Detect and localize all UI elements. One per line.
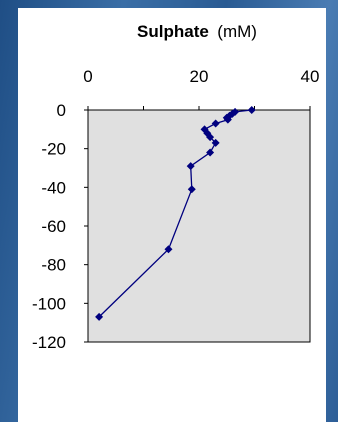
data-point: [187, 185, 196, 194]
y-tick-label: -80: [41, 256, 66, 275]
plot-area: [87, 109, 311, 343]
y-axis: 0 -20 -40 -60 -80 -100 -120: [32, 101, 88, 352]
y-tick-label: -40: [41, 178, 66, 197]
x-tick-label: 0: [83, 67, 92, 86]
data-point: [247, 106, 256, 114]
data-point: [211, 119, 220, 128]
data-point: [164, 245, 173, 254]
y-tick-label: 0: [57, 101, 66, 120]
x-tick-label: 40: [301, 67, 320, 86]
series-layer: [95, 106, 256, 321]
y-tick-label: -60: [41, 217, 66, 236]
chart-title-unit: (mM): [217, 22, 257, 41]
chart-title-main: Sulphate: [137, 22, 209, 41]
y-tick-label: -20: [41, 140, 66, 159]
data-point: [186, 162, 195, 171]
chart-title: Sulphate (mM): [137, 22, 257, 41]
data-point: [211, 138, 220, 147]
x-tick-label: 20: [190, 67, 209, 86]
data-point: [95, 312, 104, 321]
data-point: [206, 148, 215, 157]
y-tick-label: -120: [32, 333, 66, 352]
data-point: [206, 133, 215, 142]
y-tick-label: -100: [32, 294, 66, 313]
x-axis: 0 20 40: [83, 67, 319, 110]
data-point: [223, 115, 232, 124]
